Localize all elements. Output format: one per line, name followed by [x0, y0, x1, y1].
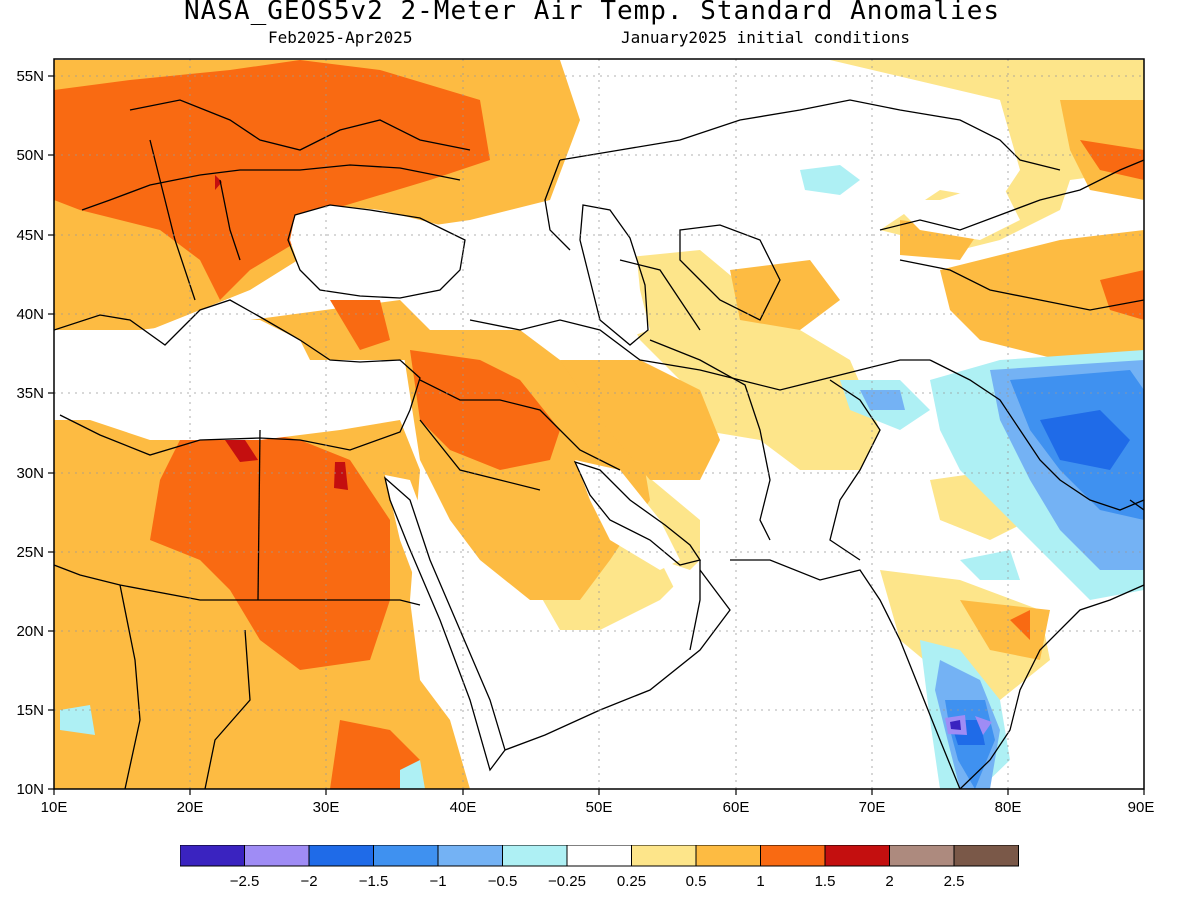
legend-labels: −2.5 −2 −1.5 −1 −0.5 −0.25 0.25 0.5 1 1.5 2 2.5 — [230, 873, 965, 890]
legend-label: −2 — [300, 873, 317, 890]
legend-label: −0.5 — [488, 873, 518, 890]
forecast-period: Feb2025-Apr2025 — [268, 28, 413, 47]
legend-swatch — [953, 845, 1019, 867]
lat-label: 40N — [16, 306, 44, 323]
legend-swatch — [180, 845, 245, 867]
anomaly-map: 10E 20E 30E 40E 50E 60E 70E 80E 90E 55N … — [16, 58, 1155, 816]
legend-label: −0.25 — [548, 873, 586, 890]
lat-label: 45N — [16, 227, 44, 244]
lat-label: 10N — [16, 781, 44, 798]
legend-swatches — [180, 845, 1019, 867]
legend-swatch — [244, 845, 310, 867]
anomaly-fields — [54, 59, 1144, 789]
legend-label: 0.25 — [617, 873, 646, 890]
legend-swatch — [631, 845, 697, 867]
lat-label: 20N — [16, 623, 44, 640]
legend-swatch — [437, 845, 503, 867]
legend-swatch — [824, 845, 890, 867]
color-legend: −2.5 −2 −1.5 −1 −0.5 −0.25 0.25 0.5 1 1.5 2 2.5 — [180, 845, 1019, 890]
lon-label: 60E — [723, 799, 750, 816]
lat-label: 35N — [16, 385, 44, 402]
legend-swatch — [566, 845, 632, 867]
lon-label: 20E — [177, 799, 204, 816]
lon-label: 80E — [995, 799, 1022, 816]
anomaly-region-1.5-2 — [215, 175, 348, 490]
gridlines — [54, 59, 1144, 789]
legend-swatch — [695, 845, 761, 867]
legend-label: 2.5 — [944, 873, 965, 890]
legend-swatch — [308, 845, 374, 867]
legend-swatch — [373, 845, 439, 867]
legend-label: 0.5 — [686, 873, 707, 890]
legend-label: −1.5 — [359, 873, 389, 890]
lat-label: 25N — [16, 544, 44, 561]
lon-label: 50E — [586, 799, 613, 816]
lon-label: 70E — [859, 799, 886, 816]
legend-swatch — [502, 845, 568, 867]
legend-swatch — [760, 845, 826, 867]
anomaly-region-below-neg2.5 — [950, 720, 961, 730]
legend-label: 1 — [756, 873, 764, 890]
tick-marks — [48, 75, 1145, 795]
coastlines-borders — [54, 99, 1144, 789]
legend-swatch — [889, 845, 955, 867]
initial-conditions: January2025 initial conditions — [621, 28, 910, 47]
legend-label: −2.5 — [230, 873, 260, 890]
lon-label: 30E — [313, 799, 340, 816]
lon-label: 10E — [41, 799, 68, 816]
lon-label: 90E — [1128, 799, 1155, 816]
lat-label: 15N — [16, 702, 44, 719]
sea-areas — [60, 180, 1020, 789]
legend-label: −1 — [429, 873, 446, 890]
map-title: NASA_GEOS5v2 2-Meter Air Temp. Standard … — [183, 0, 1000, 26]
lat-label: 55N — [16, 68, 44, 85]
legend-label: 2 — [885, 873, 893, 890]
lon-label: 40E — [450, 799, 477, 816]
legend-label: 1.5 — [815, 873, 836, 890]
lat-label: 50N — [16, 147, 44, 164]
lat-label: 30N — [16, 465, 44, 482]
